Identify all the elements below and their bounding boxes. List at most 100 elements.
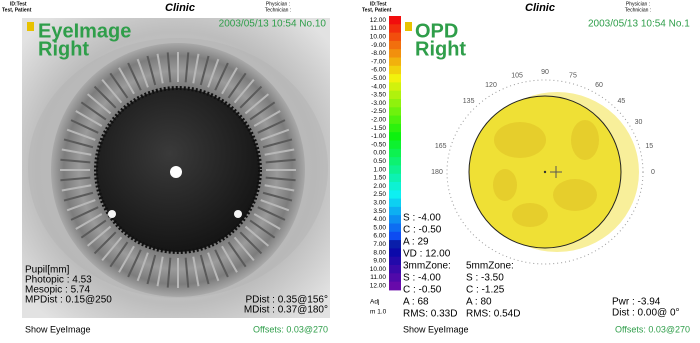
angle-label: 120 [485,82,497,89]
angle-label: 180 [431,169,443,176]
power-patch [512,203,548,227]
scale-swatch [389,124,401,133]
scale-label: -5.00 [371,75,386,82]
scale-label: 1.00 [373,166,386,173]
reflection [170,166,182,178]
scale-swatch [389,33,401,42]
zone3: A : 68 [403,297,429,308]
scale-label: 0.50 [373,158,386,165]
zone5: C : -1.25 [466,285,505,296]
scale-swatch [389,107,401,116]
scale-label: 2.50 [373,191,386,198]
timestamp: 2003/05/13 10:54 No.10 [219,19,327,30]
zone3: S : -4.00 [403,273,441,284]
scale-swatch [389,99,401,108]
scale-label: -9.00 [371,42,386,49]
power: Dist : 0.00@ 0° [612,308,680,319]
scale-swatch [389,182,401,191]
scale-label: 3.50 [373,208,386,215]
scale-label: -4.00 [371,83,386,90]
scale-label: -6.00 [371,67,386,74]
center-dot [544,171,546,173]
scale-label: 2.00 [373,183,386,190]
scale-label: 9.00 [373,258,386,265]
zone3: RMS: 0.33D [403,309,457,320]
scale-swatch [389,248,401,257]
reflection [234,210,242,218]
angle-label: 105 [511,72,523,79]
scale-swatch [389,149,401,158]
dist-info: MDist : 0.37@180° [244,305,328,316]
reflection [108,210,116,218]
header-clinic: Clinic [525,2,555,14]
map-title: Right [415,38,466,60]
refraction: VD : 12.00 [403,249,451,260]
scale-label: 11.00 [370,274,386,281]
scale-label: -7.00 [371,58,386,65]
power-patch [493,169,517,201]
zone3: C : -0.50 [403,285,442,296]
scale-swatch [389,91,401,100]
scale-label: 11.00 [370,25,386,32]
refraction: A : 29 [403,237,429,248]
scale-swatch [389,116,401,125]
scale-swatch [389,174,401,183]
image-title: Right [38,38,89,60]
scale-label: 12.00 [370,282,387,289]
scale-swatch [389,58,401,67]
scale-swatch [389,240,401,249]
scale-swatch [389,265,401,274]
power-patch [571,120,599,160]
offsets: Offsets: 0.03@270 [253,324,328,334]
scale-label: 1.50 [373,175,386,182]
scale-swatch [389,132,401,141]
scale-swatch [389,49,401,58]
scale-swatch [389,207,401,216]
zone5: S : -3.50 [466,273,504,284]
pupil-info: MPDist : 0.15@250 [25,295,112,306]
header-patient: Test, Patient [2,7,32,13]
scale-swatch [389,199,401,208]
scale-label: 7.00 [373,241,386,248]
show-button[interactable]: Show EyeImage [25,324,91,334]
scale-label: 6.00 [373,233,386,240]
header-technician: Technician : [625,7,651,13]
scale-swatch [389,157,401,166]
angle-label: 90 [541,69,549,76]
scale-footer: Adj [370,299,379,306]
title-icon [27,22,34,31]
zone5: A : 80 [466,297,492,308]
scale-swatch [389,273,401,282]
show-button[interactable]: Show EyeImage [403,324,469,334]
scale-swatch [389,16,401,25]
scale-label: 3.00 [373,199,386,206]
scale-swatch [389,232,401,241]
scale-label: 0.00 [373,150,386,157]
refraction: S : -4.00 [403,213,441,224]
scale-swatch [389,215,401,224]
scale-label: 12.00 [370,17,387,24]
screen: ID:TestTest, PatientClinicPhysician :Tec… [0,0,700,343]
timestamp: 2003/05/13 10:54 No.1 [588,19,690,30]
scale-label: -1.00 [371,133,386,140]
zone5: RMS: 0.54D [466,309,520,320]
refraction: C : -0.50 [403,225,442,236]
scale-label: 10.00 [370,33,387,40]
angle-label: 75 [569,72,577,79]
zone3: 3mmZone: [403,261,451,272]
scale-label: -8.00 [371,50,386,57]
scale-label: -1.50 [371,125,386,132]
scale-swatch [389,257,401,266]
power-patch [494,122,546,158]
scale-label: 8.00 [373,249,386,256]
scale-label: -0.50 [371,141,386,148]
title-icon [405,22,412,31]
power-patch [553,179,597,211]
scale-swatch [389,282,401,291]
scale-swatch [389,141,401,150]
scale-label: -2.50 [371,108,386,115]
angle-label: 45 [617,98,625,105]
scale-label: 4.00 [373,216,386,223]
scale-label: 5.00 [373,224,386,231]
scale-label: -2.00 [371,116,386,123]
